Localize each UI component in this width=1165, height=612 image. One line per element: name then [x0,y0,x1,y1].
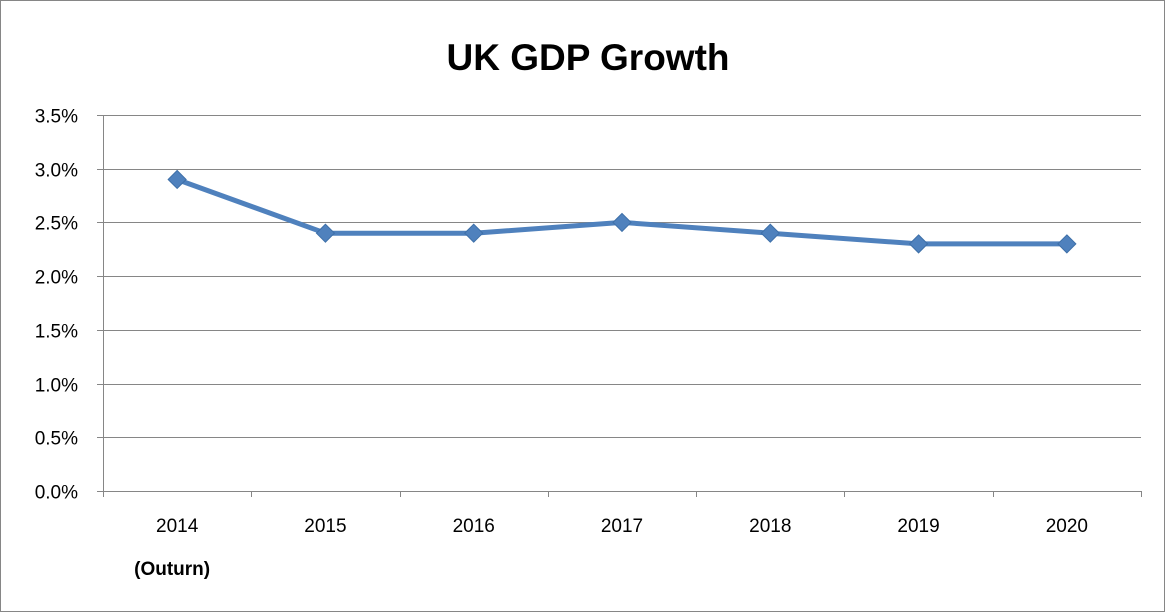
data-point-marker [315,223,336,243]
x-tick-label: 2016 [453,516,495,537]
x-tick-label: 2018 [749,516,791,537]
y-tick-label: 0.5% [35,429,78,450]
x-tick-label: 2019 [897,516,939,537]
data-point-marker [760,223,780,243]
axes [97,115,1142,497]
data-point-marker [1057,234,1077,254]
data-point-marker [612,212,632,233]
y-tick-label: 3.0% [35,161,78,182]
y-tick-label: 1.0% [35,376,78,397]
y-tick-label: 0.0% [35,483,78,504]
y-tick-label: 1.5% [35,322,78,343]
y-tick-label: 2.5% [35,214,78,235]
x-tick-label: 2015 [304,516,346,537]
x-tick-sublabel: (Outurn) [134,559,210,580]
series-gdp-growth [167,169,1077,254]
y-tick-label: 3.5% [35,107,78,128]
data-point-marker [167,169,187,190]
x-tick-label: 2020 [1046,516,1088,537]
gridlines [103,115,1141,438]
x-tick-label: 2017 [601,516,643,537]
data-point-marker [464,223,484,243]
series-line [174,177,1070,247]
x-axis-tick-labels: 2014 (Outurn) 2015 2016 2017 2018 2019 2020 [134,516,1088,580]
y-tick-label: 2.0% [35,268,78,289]
chart-title: UK GDP Growth [447,37,730,78]
data-point-marker [908,234,929,254]
y-axis-tick-labels: 0.0% 0.5% 1.0% 1.5% 2.0% 2.5% 3.0% 3.5% [35,107,78,504]
x-tick-label: 2014 [156,516,199,537]
